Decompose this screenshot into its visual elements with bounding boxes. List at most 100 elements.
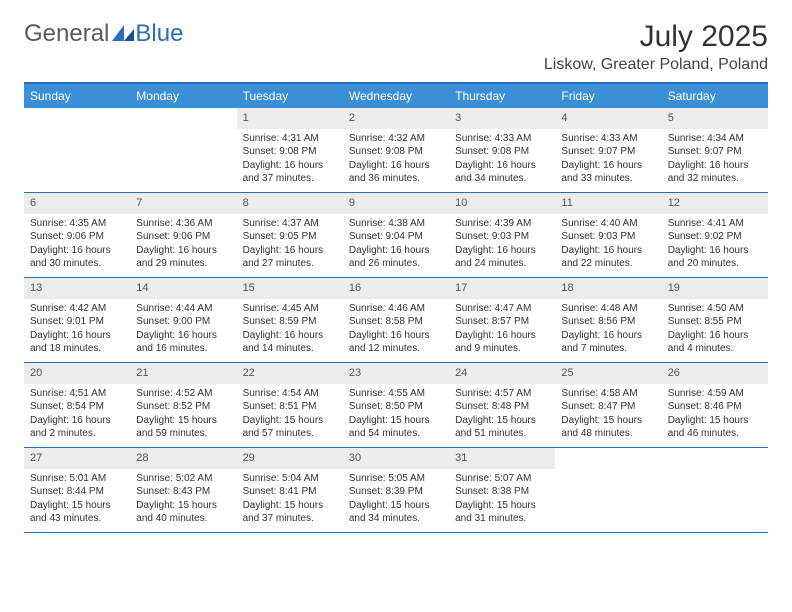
day-number: 27 xyxy=(24,448,130,469)
sunset-text: Sunset: 9:01 PM xyxy=(24,315,130,329)
day-number: 3 xyxy=(449,108,555,129)
sunrise-text: Sunrise: 4:42 AM xyxy=(24,302,130,316)
daylight-text: Daylight: 16 hours xyxy=(662,159,768,173)
daylight-text: Daylight: 15 hours xyxy=(555,414,661,428)
day-cell: 12Sunrise: 4:41 AMSunset: 9:02 PMDayligh… xyxy=(662,193,768,277)
day-header: Wednesday xyxy=(343,84,449,108)
day-cell: 21Sunrise: 4:52 AMSunset: 8:52 PMDayligh… xyxy=(130,363,236,447)
sunrise-text: Sunrise: 4:31 AM xyxy=(237,132,343,146)
day-number: 20 xyxy=(24,363,130,384)
sunset-text: Sunset: 9:06 PM xyxy=(130,230,236,244)
day-cell: 1 Sunrise: 4:31 AMSunset: 9:08 PMDaylight… xyxy=(237,108,343,192)
daylight-text: Daylight: 16 hours xyxy=(237,159,343,173)
daylight-text: Daylight: 16 hours xyxy=(24,329,130,343)
day-number: 24 xyxy=(449,363,555,384)
week-row: 20Sunrise: 4:51 AMSunset: 8:54 PMDayligh… xyxy=(24,363,768,448)
daylight-text: and 9 minutes. xyxy=(449,342,555,356)
daylight-text: and 51 minutes. xyxy=(449,427,555,441)
day-number: 19 xyxy=(662,278,768,299)
daylight-text: Daylight: 16 hours xyxy=(24,244,130,258)
calendar: Sunday Monday Tuesday Wednesday Thursday… xyxy=(24,82,768,533)
empty-cell xyxy=(130,108,236,192)
day-number: 9 xyxy=(343,193,449,214)
daylight-text: Daylight: 15 hours xyxy=(343,414,449,428)
day-cell: 9Sunrise: 4:38 AMSunset: 9:04 PMDaylight… xyxy=(343,193,449,277)
daylight-text: and 46 minutes. xyxy=(662,427,768,441)
day-cell: 25Sunrise: 4:58 AMSunset: 8:47 PMDayligh… xyxy=(555,363,661,447)
day-cell: 31Sunrise: 5:07 AMSunset: 8:38 PMDayligh… xyxy=(449,448,555,532)
logo: General Blue xyxy=(24,20,183,48)
daylight-text: Daylight: 15 hours xyxy=(237,414,343,428)
day-number: 16 xyxy=(343,278,449,299)
sunset-text: Sunset: 8:58 PM xyxy=(343,315,449,329)
daylight-text: Daylight: 16 hours xyxy=(130,244,236,258)
sunset-text: Sunset: 8:46 PM xyxy=(662,400,768,414)
daylight-text: and 29 minutes. xyxy=(130,257,236,271)
sunset-text: Sunset: 9:08 PM xyxy=(237,145,343,159)
daylight-text: and 43 minutes. xyxy=(24,512,130,526)
empty-cell xyxy=(662,448,768,532)
sunrise-text: Sunrise: 4:45 AM xyxy=(237,302,343,316)
header: General Blue July 2025 Liskow, Greater P… xyxy=(24,20,768,74)
day-cell: 8Sunrise: 4:37 AMSunset: 9:05 PMDaylight… xyxy=(237,193,343,277)
empty-cell xyxy=(555,448,661,532)
daylight-text: and 34 minutes. xyxy=(343,512,449,526)
sunset-text: Sunset: 8:38 PM xyxy=(449,485,555,499)
sunset-text: Sunset: 9:03 PM xyxy=(555,230,661,244)
sunset-text: Sunset: 8:59 PM xyxy=(237,315,343,329)
day-cell: 10Sunrise: 4:39 AMSunset: 9:03 PMDayligh… xyxy=(449,193,555,277)
daylight-text: Daylight: 16 hours xyxy=(130,329,236,343)
sunset-text: Sunset: 8:55 PM xyxy=(662,315,768,329)
sunrise-text: Sunrise: 4:38 AM xyxy=(343,217,449,231)
sunset-text: Sunset: 8:57 PM xyxy=(449,315,555,329)
sunset-text: Sunset: 8:50 PM xyxy=(343,400,449,414)
month-title: July 2025 xyxy=(544,20,768,54)
daylight-text: and 37 minutes. xyxy=(237,512,343,526)
daylight-text: Daylight: 16 hours xyxy=(662,244,768,258)
sunrise-text: Sunrise: 5:04 AM xyxy=(237,472,343,486)
day-number: 1 xyxy=(237,108,343,129)
sunrise-text: Sunrise: 5:07 AM xyxy=(449,472,555,486)
day-number: 17 xyxy=(449,278,555,299)
daylight-text: Daylight: 16 hours xyxy=(555,244,661,258)
sunrise-text: Sunrise: 4:35 AM xyxy=(24,217,130,231)
daylight-text: and 37 minutes. xyxy=(237,172,343,186)
sunset-text: Sunset: 9:02 PM xyxy=(662,230,768,244)
daylight-text: and 16 minutes. xyxy=(130,342,236,356)
sunrise-text: Sunrise: 4:33 AM xyxy=(449,132,555,146)
daylight-text: Daylight: 15 hours xyxy=(449,414,555,428)
day-cell: 4Sunrise: 4:33 AMSunset: 9:07 PMDaylight… xyxy=(555,108,661,192)
daylight-text: Daylight: 15 hours xyxy=(343,499,449,513)
sunset-text: Sunset: 8:52 PM xyxy=(130,400,236,414)
sunrise-text: Sunrise: 4:52 AM xyxy=(130,387,236,401)
logo-mark-icon xyxy=(112,20,134,48)
sunset-text: Sunset: 9:07 PM xyxy=(662,145,768,159)
daylight-text: Daylight: 16 hours xyxy=(237,329,343,343)
day-cell: 11Sunrise: 4:40 AMSunset: 9:03 PMDayligh… xyxy=(555,193,661,277)
day-header: Sunday xyxy=(24,84,130,108)
daylight-text: Daylight: 16 hours xyxy=(237,244,343,258)
daylight-text: Daylight: 15 hours xyxy=(237,499,343,513)
day-cell: 27Sunrise: 5:01 AMSunset: 8:44 PMDayligh… xyxy=(24,448,130,532)
day-cell: 16Sunrise: 4:46 AMSunset: 8:58 PMDayligh… xyxy=(343,278,449,362)
day-header: Thursday xyxy=(449,84,555,108)
daylight-text: and 24 minutes. xyxy=(449,257,555,271)
sunrise-text: Sunrise: 4:55 AM xyxy=(343,387,449,401)
week-row: 27Sunrise: 5:01 AMSunset: 8:44 PMDayligh… xyxy=(24,448,768,533)
sunset-text: Sunset: 8:44 PM xyxy=(24,485,130,499)
sunrise-text: Sunrise: 4:44 AM xyxy=(130,302,236,316)
sunrise-text: Sunrise: 4:58 AM xyxy=(555,387,661,401)
daylight-text: and 36 minutes. xyxy=(343,172,449,186)
daylight-text: and 26 minutes. xyxy=(343,257,449,271)
sunset-text: Sunset: 8:41 PM xyxy=(237,485,343,499)
day-number: 2 xyxy=(343,108,449,129)
daylight-text: Daylight: 16 hours xyxy=(449,244,555,258)
daylight-text: and 33 minutes. xyxy=(555,172,661,186)
day-number: 13 xyxy=(24,278,130,299)
sunset-text: Sunset: 9:04 PM xyxy=(343,230,449,244)
location: Liskow, Greater Poland, Poland xyxy=(544,56,768,74)
daylight-text: Daylight: 15 hours xyxy=(24,499,130,513)
day-cell: 3Sunrise: 4:33 AMSunset: 9:08 PMDaylight… xyxy=(449,108,555,192)
day-number: 7 xyxy=(130,193,236,214)
daylight-text: and 2 minutes. xyxy=(24,427,130,441)
